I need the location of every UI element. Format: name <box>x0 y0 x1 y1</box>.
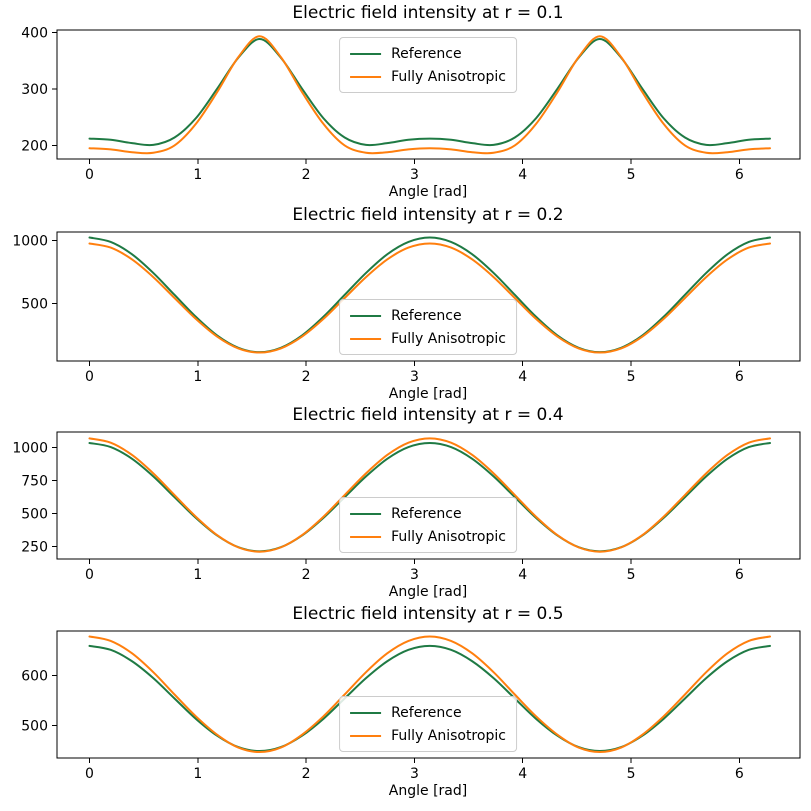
y-tick-label: 250 <box>21 540 48 556</box>
axes-spines <box>56 630 801 759</box>
subplot-title: Electric field intensity at r = 0.5 <box>292 604 564 624</box>
subplot-title: Electric field intensity at r = 0.2 <box>292 205 564 225</box>
x-tick-label: 1 <box>193 369 202 385</box>
legend-item-reference: Reference <box>350 503 506 524</box>
legend-item-reference: Reference <box>350 305 506 326</box>
legend: Reference Fully Anisotropic <box>339 497 517 553</box>
x-tick-label: 5 <box>627 766 636 782</box>
legend-item-fully-anisotropic: Fully Anisotropic <box>350 526 506 547</box>
x-axis-label: Angle [rad] <box>388 184 468 200</box>
legend-line-sample <box>350 314 382 317</box>
legend-label: Fully Anisotropic <box>391 727 506 744</box>
legend-line-sample <box>350 337 382 340</box>
x-tick-label: 1 <box>193 766 202 782</box>
series-line-fully-anisotropic <box>88 35 771 155</box>
series-line-fully-anisotropic <box>88 242 771 354</box>
y-tick-label: 200 <box>21 138 48 154</box>
x-tick-label: 6 <box>735 167 744 183</box>
x-tick-label: 4 <box>518 567 527 583</box>
legend-line-sample <box>350 75 382 78</box>
y-tick-label: 750 <box>21 474 48 490</box>
x-tick-label: 3 <box>410 567 419 583</box>
series-line-reference <box>88 38 771 147</box>
x-tick-label: 0 <box>85 369 94 385</box>
y-tick-label: 1000 <box>12 441 48 457</box>
legend: Reference Fully Anisotropic <box>339 299 517 355</box>
x-tick-label: 4 <box>518 369 527 385</box>
legend-item-reference: Reference <box>350 43 506 64</box>
y-tick-label: 600 <box>21 669 48 685</box>
legend-label: Reference <box>391 307 462 324</box>
x-axis-label: Angle [rad] <box>388 584 468 600</box>
subplot-r-0.2: Electric field intensity at r = 0.2 0 1 2 3… <box>0 202 811 407</box>
axes-spines <box>56 231 801 362</box>
x-axis-label: Angle [rad] <box>388 386 468 402</box>
legend-label: Fully Anisotropic <box>391 68 506 85</box>
series-line-reference <box>88 236 771 354</box>
legend-label: Fully Anisotropic <box>391 528 506 545</box>
axes-spines <box>56 29 801 160</box>
x-tick-label: 5 <box>627 369 636 385</box>
y-tick-label: 300 <box>21 82 48 98</box>
legend-line-sample <box>350 512 382 515</box>
legend-item-fully-anisotropic: Fully Anisotropic <box>350 725 506 746</box>
x-tick-label: 2 <box>302 167 311 183</box>
series-line-fully-anisotropic <box>88 635 771 754</box>
axes-spines <box>56 431 801 560</box>
plot-area: 0 1 2 3 4 5 6 200 300 400 <box>21 25 801 183</box>
legend-item-fully-anisotropic: Fully Anisotropic <box>350 328 506 349</box>
x-tick-label: 6 <box>735 766 744 782</box>
x-tick-label: 4 <box>518 766 527 782</box>
legend-label: Reference <box>391 45 462 62</box>
subplot-title: Electric field intensity at r = 0.4 <box>292 405 564 425</box>
subplot-r-0.1: Electric field intensity at r = 0.1 0 1 2 3… <box>0 0 811 205</box>
legend-label: Fully Anisotropic <box>391 330 506 347</box>
plot-area: 0 1 2 3 4 5 6 500 1000 <box>12 231 801 385</box>
legend-label: Reference <box>391 704 462 721</box>
x-tick-label: 2 <box>302 766 311 782</box>
series-line-fully-anisotropic <box>88 437 771 553</box>
subplot-r-0.5: Electric field intensity at r = 0.5 0 1 2 3… <box>0 601 811 804</box>
x-tick-label: 2 <box>302 369 311 385</box>
x-tick-label: 6 <box>735 369 744 385</box>
legend-line-sample <box>350 734 382 737</box>
x-tick-label: 2 <box>302 567 311 583</box>
legend-item-reference: Reference <box>350 702 506 723</box>
x-tick-label: 6 <box>735 567 744 583</box>
y-tick-label: 500 <box>21 507 48 523</box>
x-tick-label: 3 <box>410 369 419 385</box>
legend-line-sample <box>350 535 382 538</box>
legend: Reference Fully Anisotropic <box>339 696 517 752</box>
subplot-r-0.4: Electric field intensity at r = 0.4 0 1 2 3… <box>0 402 811 605</box>
legend-label: Reference <box>391 505 462 522</box>
x-tick-label: 1 <box>193 167 202 183</box>
plot-area: 0 1 2 3 4 5 6 250 500 750 1000 <box>12 431 801 583</box>
x-tick-label: 5 <box>627 567 636 583</box>
y-tick-label: 500 <box>21 297 48 313</box>
x-tick-label: 0 <box>85 766 94 782</box>
subplot-title: Electric field intensity at r = 0.1 <box>292 3 564 23</box>
legend-line-sample <box>350 52 382 55</box>
legend-line-sample <box>350 711 382 714</box>
x-tick-label: 0 <box>85 567 94 583</box>
y-tick-label: 400 <box>21 25 48 41</box>
x-axis-label: Angle [rad] <box>388 783 468 799</box>
y-tick-label: 500 <box>21 718 48 734</box>
y-tick-label: 1000 <box>12 234 48 250</box>
x-tick-label: 5 <box>627 167 636 183</box>
x-tick-label: 3 <box>410 766 419 782</box>
plot-area: 0 1 2 3 4 5 6 500 600 <box>21 630 801 782</box>
x-tick-label: 0 <box>85 167 94 183</box>
legend: Reference Fully Anisotropic <box>339 37 517 93</box>
x-tick-label: 1 <box>193 567 202 583</box>
x-tick-label: 3 <box>410 167 419 183</box>
series-line-reference <box>88 644 771 753</box>
x-tick-label: 4 <box>518 167 527 183</box>
legend-item-fully-anisotropic: Fully Anisotropic <box>350 66 506 87</box>
